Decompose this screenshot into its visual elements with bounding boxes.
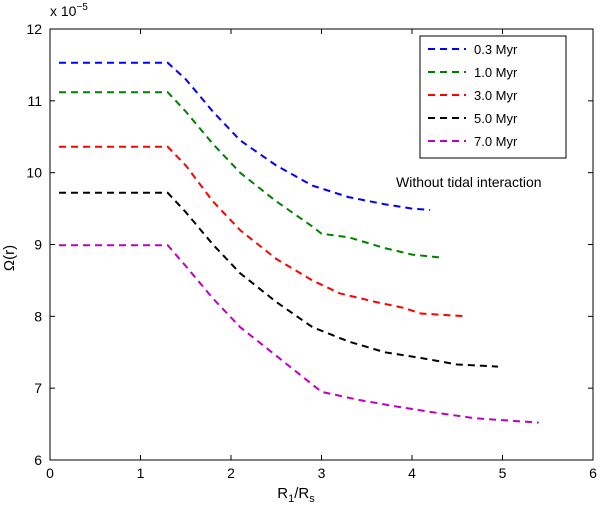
y-tick-label: 9 bbox=[34, 237, 42, 253]
y-tick-label: 8 bbox=[34, 308, 42, 324]
x-tick-label: 6 bbox=[589, 465, 597, 481]
y-tick-label: 11 bbox=[27, 93, 42, 109]
x-tick-label: 0 bbox=[46, 465, 54, 481]
x-tick-label: 1 bbox=[137, 465, 145, 481]
y-tick-label: 7 bbox=[34, 380, 42, 396]
y-tick-label: 10 bbox=[26, 165, 42, 181]
series-line-4 bbox=[59, 244, 539, 424]
legend-label-2: 3.0 Myr bbox=[474, 88, 518, 103]
annotation-text: Without tidal interaction bbox=[396, 174, 542, 190]
series-line-0 bbox=[59, 61, 431, 211]
x-tick-label: 2 bbox=[227, 465, 235, 481]
x-tick-label: 3 bbox=[318, 465, 326, 481]
legend-box bbox=[419, 35, 567, 159]
y-tick-label: 12 bbox=[26, 21, 42, 37]
series-line-1 bbox=[59, 91, 440, 259]
y-tick-label: 6 bbox=[34, 452, 42, 468]
series-line-3 bbox=[59, 191, 499, 368]
legend-label-3: 5.0 Myr bbox=[474, 111, 518, 126]
legend-label-1: 1.0 Myr bbox=[474, 65, 518, 80]
x-tick-label: 4 bbox=[408, 465, 416, 481]
x-tick-label: 5 bbox=[499, 465, 507, 481]
legend: 0.3 Myr 1.0 Myr 3.0 Myr 5.0 Myr 7.0 Myr bbox=[419, 35, 567, 159]
legend-label-0: 0.3 Myr bbox=[474, 42, 518, 57]
legend-label-4: 7.0 Myr bbox=[474, 134, 518, 149]
series-lines bbox=[59, 61, 539, 424]
x-axis-title: R1/Rs bbox=[277, 485, 315, 505]
y-multiplier: x 10−5 bbox=[50, 2, 88, 19]
y-axis-title: Ω(r) bbox=[1, 245, 18, 271]
